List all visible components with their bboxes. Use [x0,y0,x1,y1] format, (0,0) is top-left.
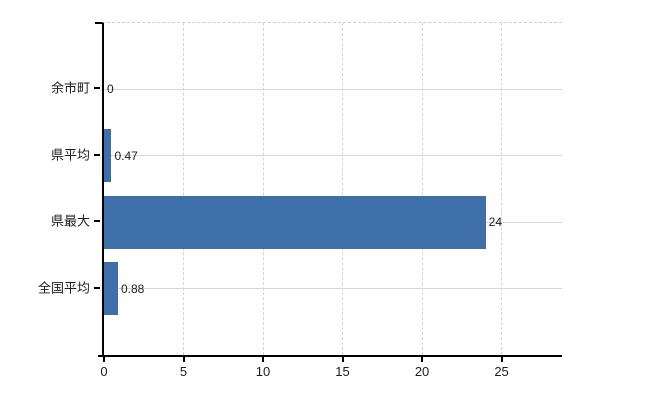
axis-cap-tick [95,22,102,24]
category-tick [94,153,100,156]
plot-area: 0 0.47 24 0.88 [102,22,562,357]
category-label: 県最大 [50,213,90,229]
v-gridline [183,23,184,355]
h-gridline [104,288,562,290]
bar [104,129,111,183]
v-gridline [342,23,344,355]
x-tick [182,357,185,362]
v-gridline [421,23,423,355]
axis-cap-tick [98,355,102,357]
x-tick [103,357,105,362]
category-tick [94,220,100,223]
category-label: 余市町 [50,80,90,96]
bar-value-label: 0 [107,82,114,97]
category-label: 県平均 [50,147,90,163]
h-gridline [104,155,562,157]
x-tick-label: 25 [494,364,509,379]
x-tick-label: 0 [100,364,108,379]
x-tick [341,357,344,362]
category-tick [94,87,100,90]
x-tick [421,357,424,362]
h-gridline [104,88,562,90]
v-gridline [501,23,503,355]
v-gridline [262,23,264,355]
category-tick [94,286,100,289]
bar [104,195,486,249]
x-tick [262,357,265,362]
x-tick-label: 20 [414,364,430,379]
x-tick-label: 10 [255,364,271,379]
bar-value-label: 0.47 [114,148,138,163]
category-label: 全国平均 [37,280,90,296]
bar-value-label: 24 [488,215,503,230]
x-tick [500,357,503,362]
x-tick-label: 15 [335,364,350,379]
x-tick-label: 5 [179,364,188,379]
bar-value-label: 0.88 [120,281,145,296]
bar [104,262,118,316]
